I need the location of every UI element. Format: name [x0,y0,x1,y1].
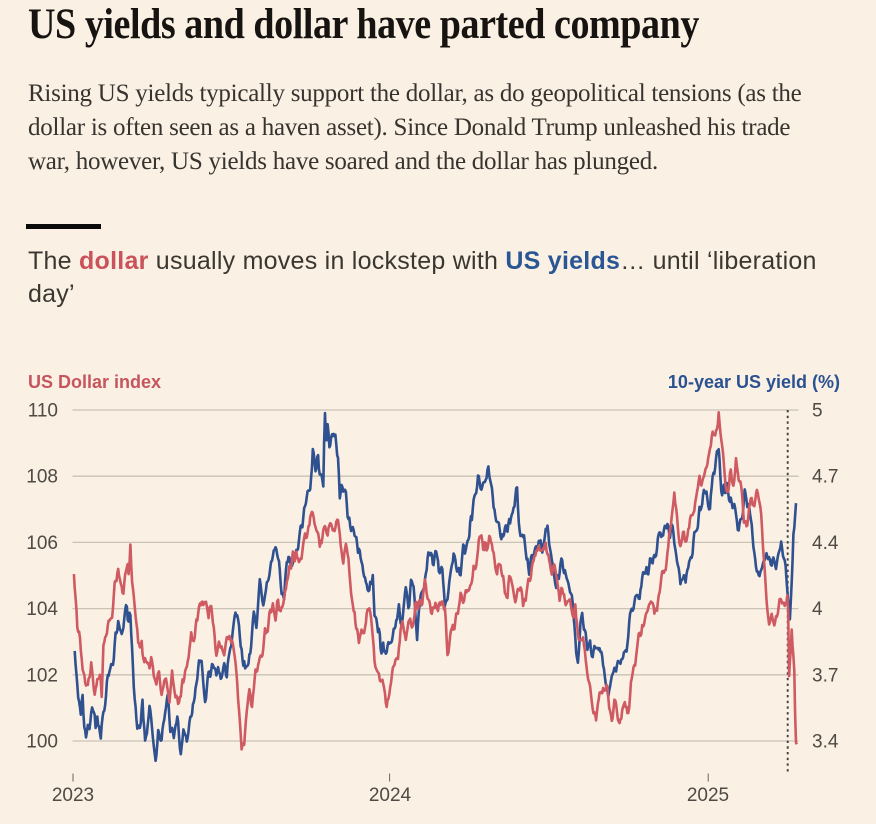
svg-text:5: 5 [812,401,823,422]
svg-text:104: 104 [26,599,58,620]
svg-text:108: 108 [26,467,58,488]
svg-text:102: 102 [26,665,58,686]
svg-text:106: 106 [26,533,58,554]
svg-text:4.4: 4.4 [812,533,839,554]
svg-text:4: 4 [812,599,823,620]
svg-text:110: 110 [28,401,58,422]
svg-text:3.4: 3.4 [812,732,839,753]
svg-text:2023: 2023 [52,785,94,806]
svg-text:4.7: 4.7 [812,467,838,488]
svg-text:3.7: 3.7 [812,665,838,686]
svg-text:2025: 2025 [687,785,729,806]
svg-text:2024: 2024 [369,785,412,806]
svg-text:100: 100 [26,732,58,753]
